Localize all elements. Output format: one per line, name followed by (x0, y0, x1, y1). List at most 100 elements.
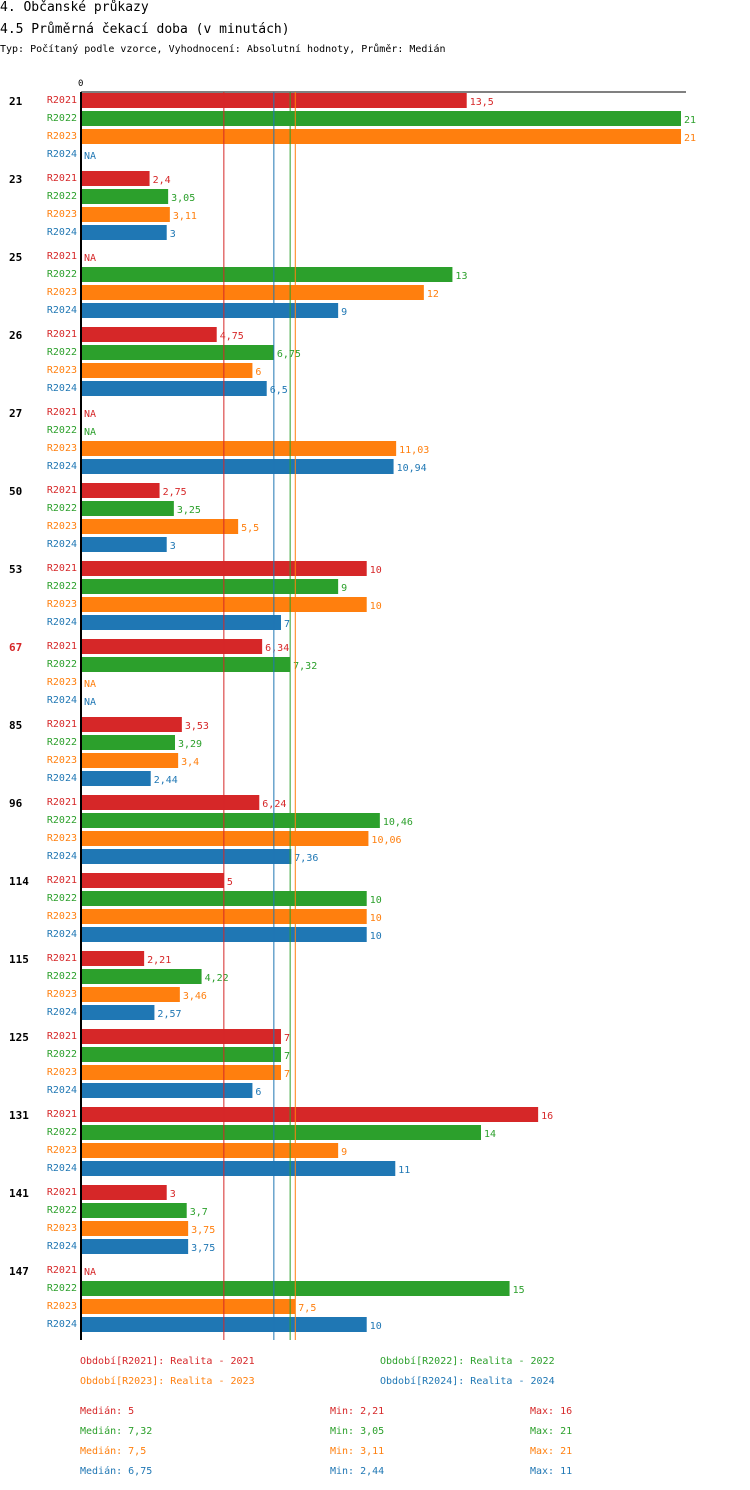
value-label: 7,32 (293, 661, 317, 672)
bar (81, 1299, 296, 1314)
series-label: R2021 (47, 485, 77, 496)
stat-median-r2023: Medián: 7,5 (80, 1446, 147, 1457)
bar (81, 639, 263, 654)
series-label: R2024 (47, 539, 77, 550)
value-label: NA (84, 679, 96, 690)
series-label: R2023 (47, 833, 77, 844)
series-label: R2024 (47, 929, 77, 940)
value-label: 3,25 (177, 505, 201, 516)
stat-max-r2021: Max: 16 (530, 1406, 573, 1417)
bar (81, 771, 151, 786)
series-label: R2024 (47, 1007, 77, 1018)
series-label: R2022 (47, 1205, 77, 1216)
bar (81, 285, 424, 300)
series-label: R2022 (47, 425, 77, 436)
series-label: R2022 (47, 581, 77, 592)
series-label: R2022 (47, 737, 77, 748)
chart-title: 4.5 Průměrná čekací doba (v minutách) (0, 22, 290, 37)
value-label: 7 (284, 1033, 290, 1044)
bar (81, 441, 397, 456)
bar (81, 831, 369, 846)
series-label: R2024 (47, 1241, 77, 1252)
legend-r2024: Období[R2024]: Realita - 2024 (380, 1376, 555, 1387)
series-label: R2021 (47, 797, 77, 808)
bar (81, 537, 167, 552)
series-label: R2021 (47, 875, 77, 886)
value-label: 4,22 (205, 973, 229, 984)
value-label: 3,75 (191, 1225, 215, 1236)
series-label: R2023 (47, 131, 77, 142)
series-label: R2023 (47, 287, 77, 298)
value-label: 9 (341, 583, 347, 594)
value-label: 2,44 (154, 775, 178, 786)
bar-chart: 0 21 R2021 13,5 R2022 21 R2023 21 R2024 NA 23 R2021… (9, 79, 696, 1340)
bar (81, 951, 145, 966)
page-title: 4. Občanské průkazy (0, 0, 149, 15)
series-label: R2022 (47, 1283, 77, 1294)
value-label: 10 (370, 913, 382, 924)
series-label: R2021 (47, 173, 77, 184)
bar (81, 579, 339, 594)
category-label: 96 (9, 797, 23, 810)
value-label: 7,36 (294, 853, 318, 864)
bar (81, 615, 281, 630)
bar (81, 1065, 281, 1080)
value-label: 11,03 (399, 445, 429, 456)
value-label: 7,5 (298, 1303, 316, 1314)
series-label: R2023 (47, 1223, 77, 1234)
category-label: 53 (9, 563, 22, 576)
stat-median-r2021: Medián: 5 (80, 1406, 135, 1417)
stat-max-r2023: Max: 21 (530, 1446, 573, 1457)
value-label: 9 (341, 307, 347, 318)
series-label: R2023 (47, 677, 77, 688)
series-label: R2024 (47, 383, 77, 394)
bar (81, 795, 260, 810)
value-label: 3,75 (191, 1243, 215, 1254)
value-label: 7 (284, 1051, 290, 1062)
category-label: 114 (9, 875, 29, 888)
value-label: 5,5 (241, 523, 259, 534)
series-label: R2024 (47, 1163, 77, 1174)
series-label: R2021 (47, 953, 77, 964)
x-tick-label: 0 (78, 79, 83, 89)
value-label: 10 (370, 601, 382, 612)
value-label: 12 (427, 289, 439, 300)
value-label: 9 (341, 1147, 347, 1158)
bar (81, 327, 217, 342)
series-label: R2023 (47, 911, 77, 922)
bar (81, 1239, 189, 1254)
bar (81, 1107, 539, 1122)
category-label: 67 (9, 641, 22, 654)
series-label: R2024 (47, 149, 77, 160)
bar (81, 1125, 481, 1140)
legend-r2021: Období[R2021]: Realita - 2021 (80, 1356, 255, 1367)
value-label: 3,29 (178, 739, 202, 750)
bar (81, 225, 167, 240)
series-label: R2021 (47, 563, 77, 574)
series-label: R2022 (47, 269, 77, 280)
value-label: 3,7 (190, 1207, 208, 1218)
bar (81, 1221, 189, 1236)
value-label: 4,75 (220, 331, 244, 342)
category-label: 85 (9, 719, 22, 732)
legend-r2022: Období[R2022]: Realita - 2022 (380, 1356, 555, 1367)
bar (81, 111, 681, 126)
bar (81, 129, 681, 144)
bar (81, 207, 170, 222)
series-label: R2022 (47, 1049, 77, 1060)
series-label: R2023 (47, 365, 77, 376)
category-label: 27 (9, 407, 22, 420)
value-label: 13 (455, 271, 467, 282)
series-label: R2022 (47, 113, 77, 124)
bar (81, 519, 239, 534)
series-label: R2024 (47, 1085, 77, 1096)
value-label: 3 (170, 1189, 176, 1200)
series-label: R2024 (47, 227, 77, 238)
series-label: R2023 (47, 521, 77, 532)
stat-median-r2022: Medián: 7,32 (80, 1426, 153, 1437)
bar (81, 657, 291, 672)
value-label: 2,21 (147, 955, 171, 966)
value-label: 3,05 (171, 193, 195, 204)
bar (81, 303, 339, 318)
bar (81, 1083, 253, 1098)
